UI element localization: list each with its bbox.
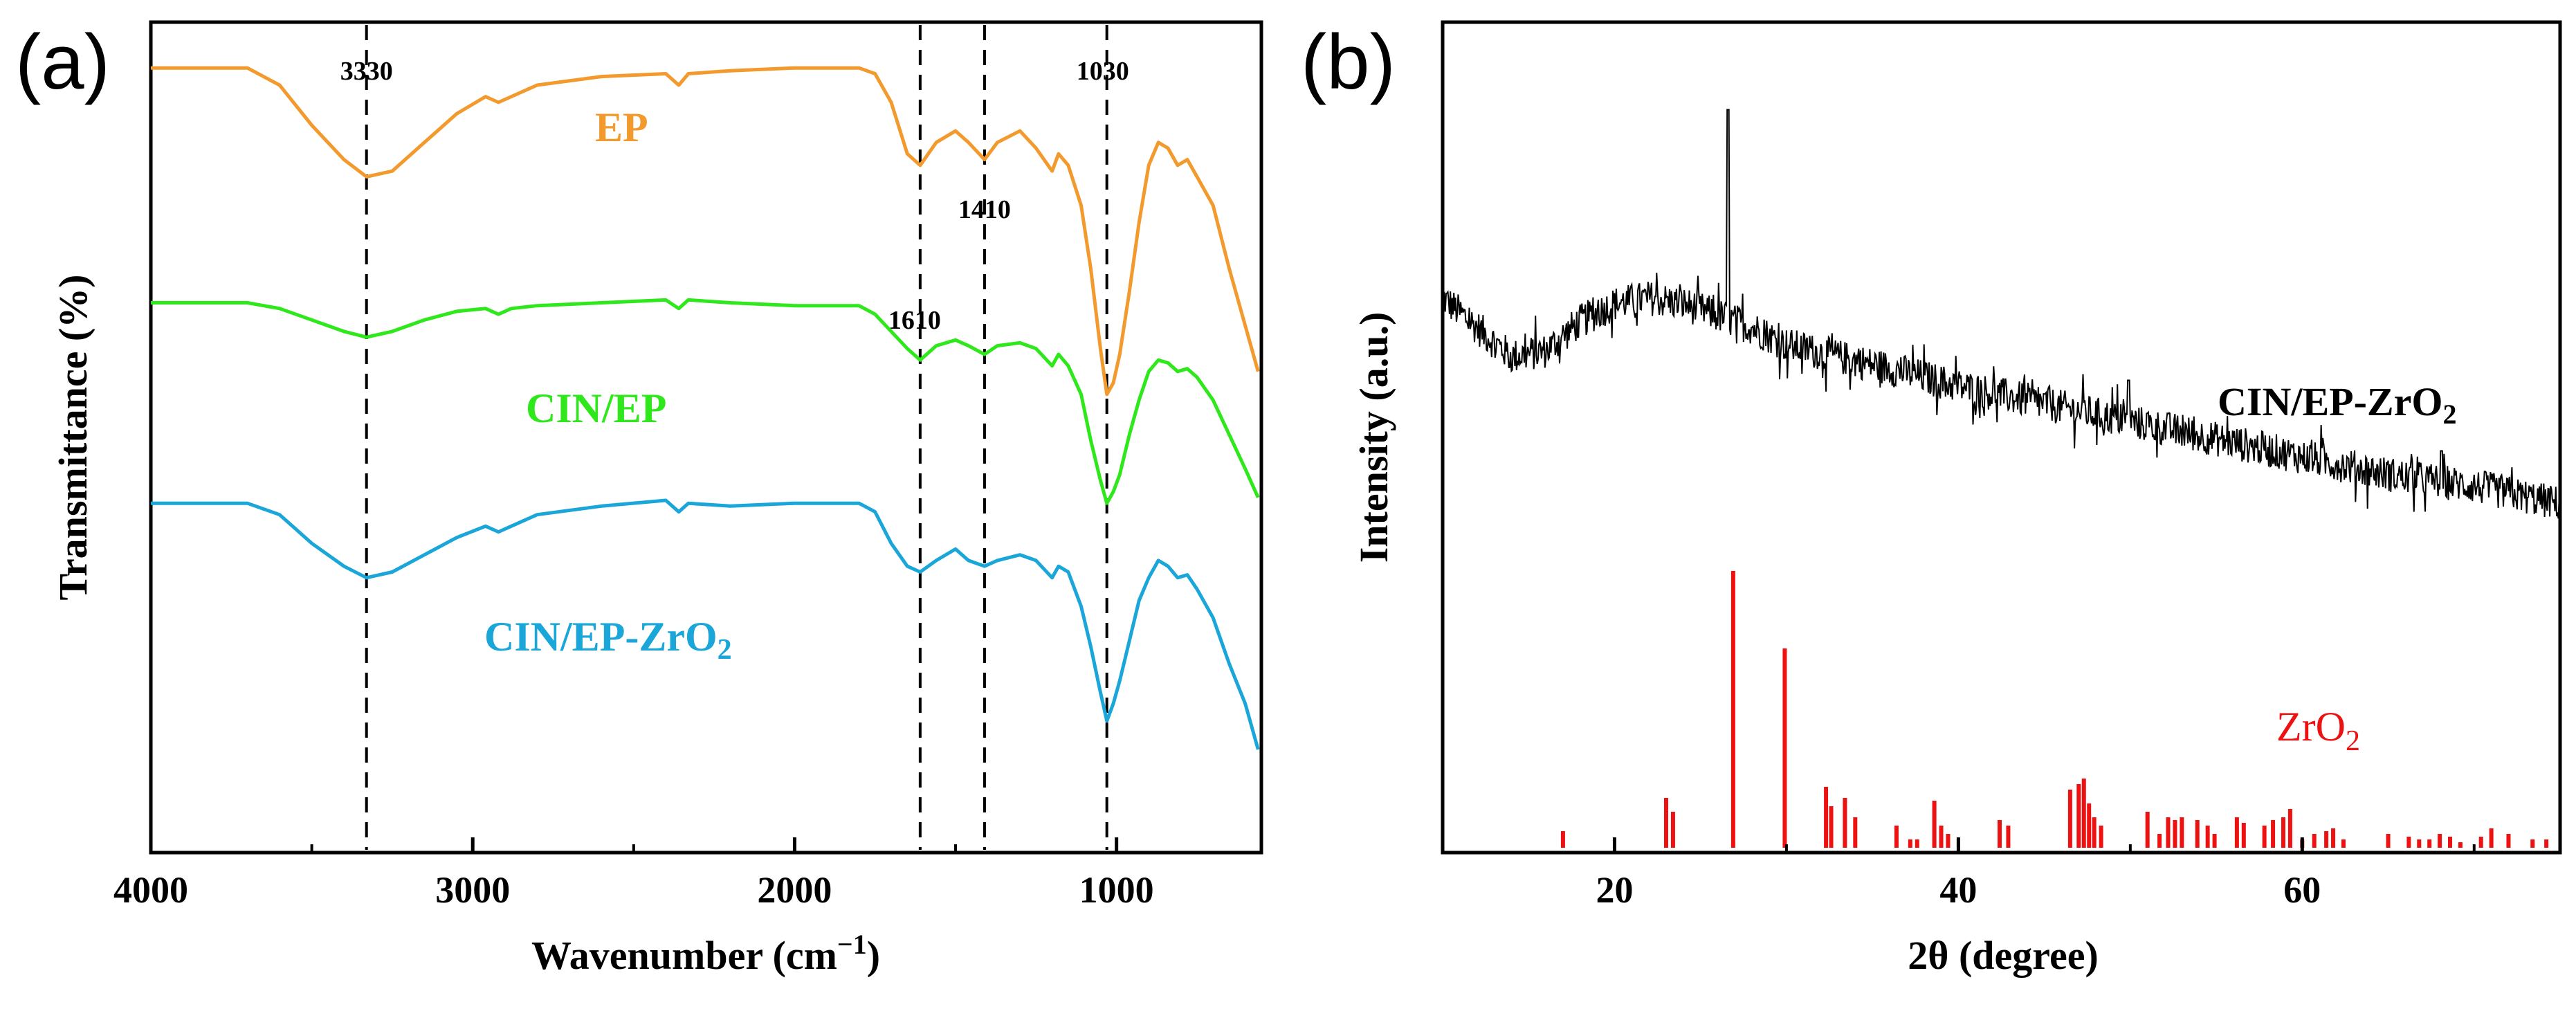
series-label-cin-ep-zro2: CIN/EP-ZrO2: [484, 614, 732, 666]
xrd-x-tick-label-40: 40: [1939, 869, 1977, 911]
panel-b-label: (b): [1301, 19, 1396, 105]
series-label-cin-ep-zro2-sub: 2: [718, 634, 732, 666]
panel-a-x-axis-label-main: Wavenumber (cm: [531, 933, 837, 978]
series-label-zro2-sub: 2: [2346, 725, 2360, 757]
x-tick-label-1000: 1000: [1079, 869, 1154, 911]
series-label-ep: EP: [595, 104, 648, 150]
panel-b-x-axis-label: 2θ (degree): [1908, 933, 2099, 978]
panel-a-plot-frame: [149, 20, 1263, 855]
panel-b-x-ticks: 20 40 60: [1441, 837, 2476, 911]
series-label-xrd-cin-ep-zro2: CIN/EP-ZrO2: [2218, 379, 2456, 430]
x-tick-label-2000: 2000: [757, 869, 832, 911]
panel-a: (a) 3330 1610 1410 1030 4000 3000 2000 1000 EP…: [15, 19, 1263, 978]
panel-b-series: [1442, 109, 2561, 848]
series-label-xrd-sub: 2: [2442, 399, 2456, 430]
panel-a-x-axis-label: Wavenumber (cm−1): [531, 929, 880, 978]
panel-b-y-axis-label: Intensity (a.u.): [1351, 312, 1396, 563]
reference-label-1030: 1030: [1077, 57, 1129, 86]
series-label-zro2: ZrO2: [2276, 704, 2360, 757]
series-line-cin-ep-zro2: [151, 498, 1260, 750]
panel-a-x-ticks: 4000 3000 2000 1000: [113, 837, 1154, 911]
panel-a-reference-lines: 3330 1610 1410 1030: [340, 25, 1129, 850]
xrd-x-tick-label-60: 60: [2283, 869, 2321, 911]
series-label-cin-ep: CIN/EP: [526, 385, 666, 431]
series-line-cin-ep: [151, 298, 1260, 505]
panel-a-x-axis-label-close: ): [867, 933, 880, 978]
panel-a-y-axis-label: Transmittance (%): [51, 275, 95, 601]
panel-a-series: [151, 66, 1260, 750]
reference-label-3330: 3330: [340, 57, 393, 86]
series-label-zro2-main: ZrO: [2276, 704, 2346, 749]
reference-label-1410: 1410: [958, 195, 1011, 224]
series-label-cin-ep-zro2-main: CIN/EP-ZrO: [484, 614, 718, 660]
series-label-xrd-main: CIN/EP-ZrO: [2218, 379, 2442, 424]
panel-a-label: (a): [15, 19, 110, 105]
x-tick-label-4000: 4000: [113, 869, 188, 911]
x-tick-label-3000: 3000: [435, 869, 510, 911]
panel-b: (b) 20 40 60 CIN/EP-ZrO2 ZrO2 2θ (degree) …: [1301, 19, 2562, 978]
reference-label-1610: 1610: [888, 306, 941, 335]
series-line-ep: [151, 66, 1260, 397]
xrd-x-tick-label-20: 20: [1596, 869, 1633, 911]
panel-a-x-axis-label-sup: −1: [837, 929, 867, 960]
series-line-xrd-cin-ep-zro2: [1442, 109, 2561, 519]
panel-b-plot-frame: [1441, 20, 2562, 855]
